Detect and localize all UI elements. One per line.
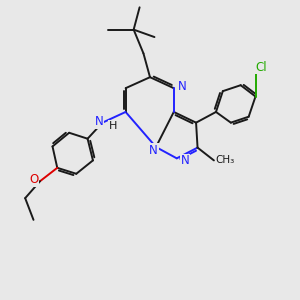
Text: N: N	[181, 154, 189, 167]
Text: N: N	[149, 143, 158, 157]
Text: Cl: Cl	[255, 61, 267, 74]
Text: N: N	[178, 80, 187, 93]
Text: H: H	[109, 121, 117, 130]
Text: CH₃: CH₃	[216, 155, 235, 165]
Text: N: N	[94, 115, 103, 128]
Text: O: O	[29, 173, 39, 186]
